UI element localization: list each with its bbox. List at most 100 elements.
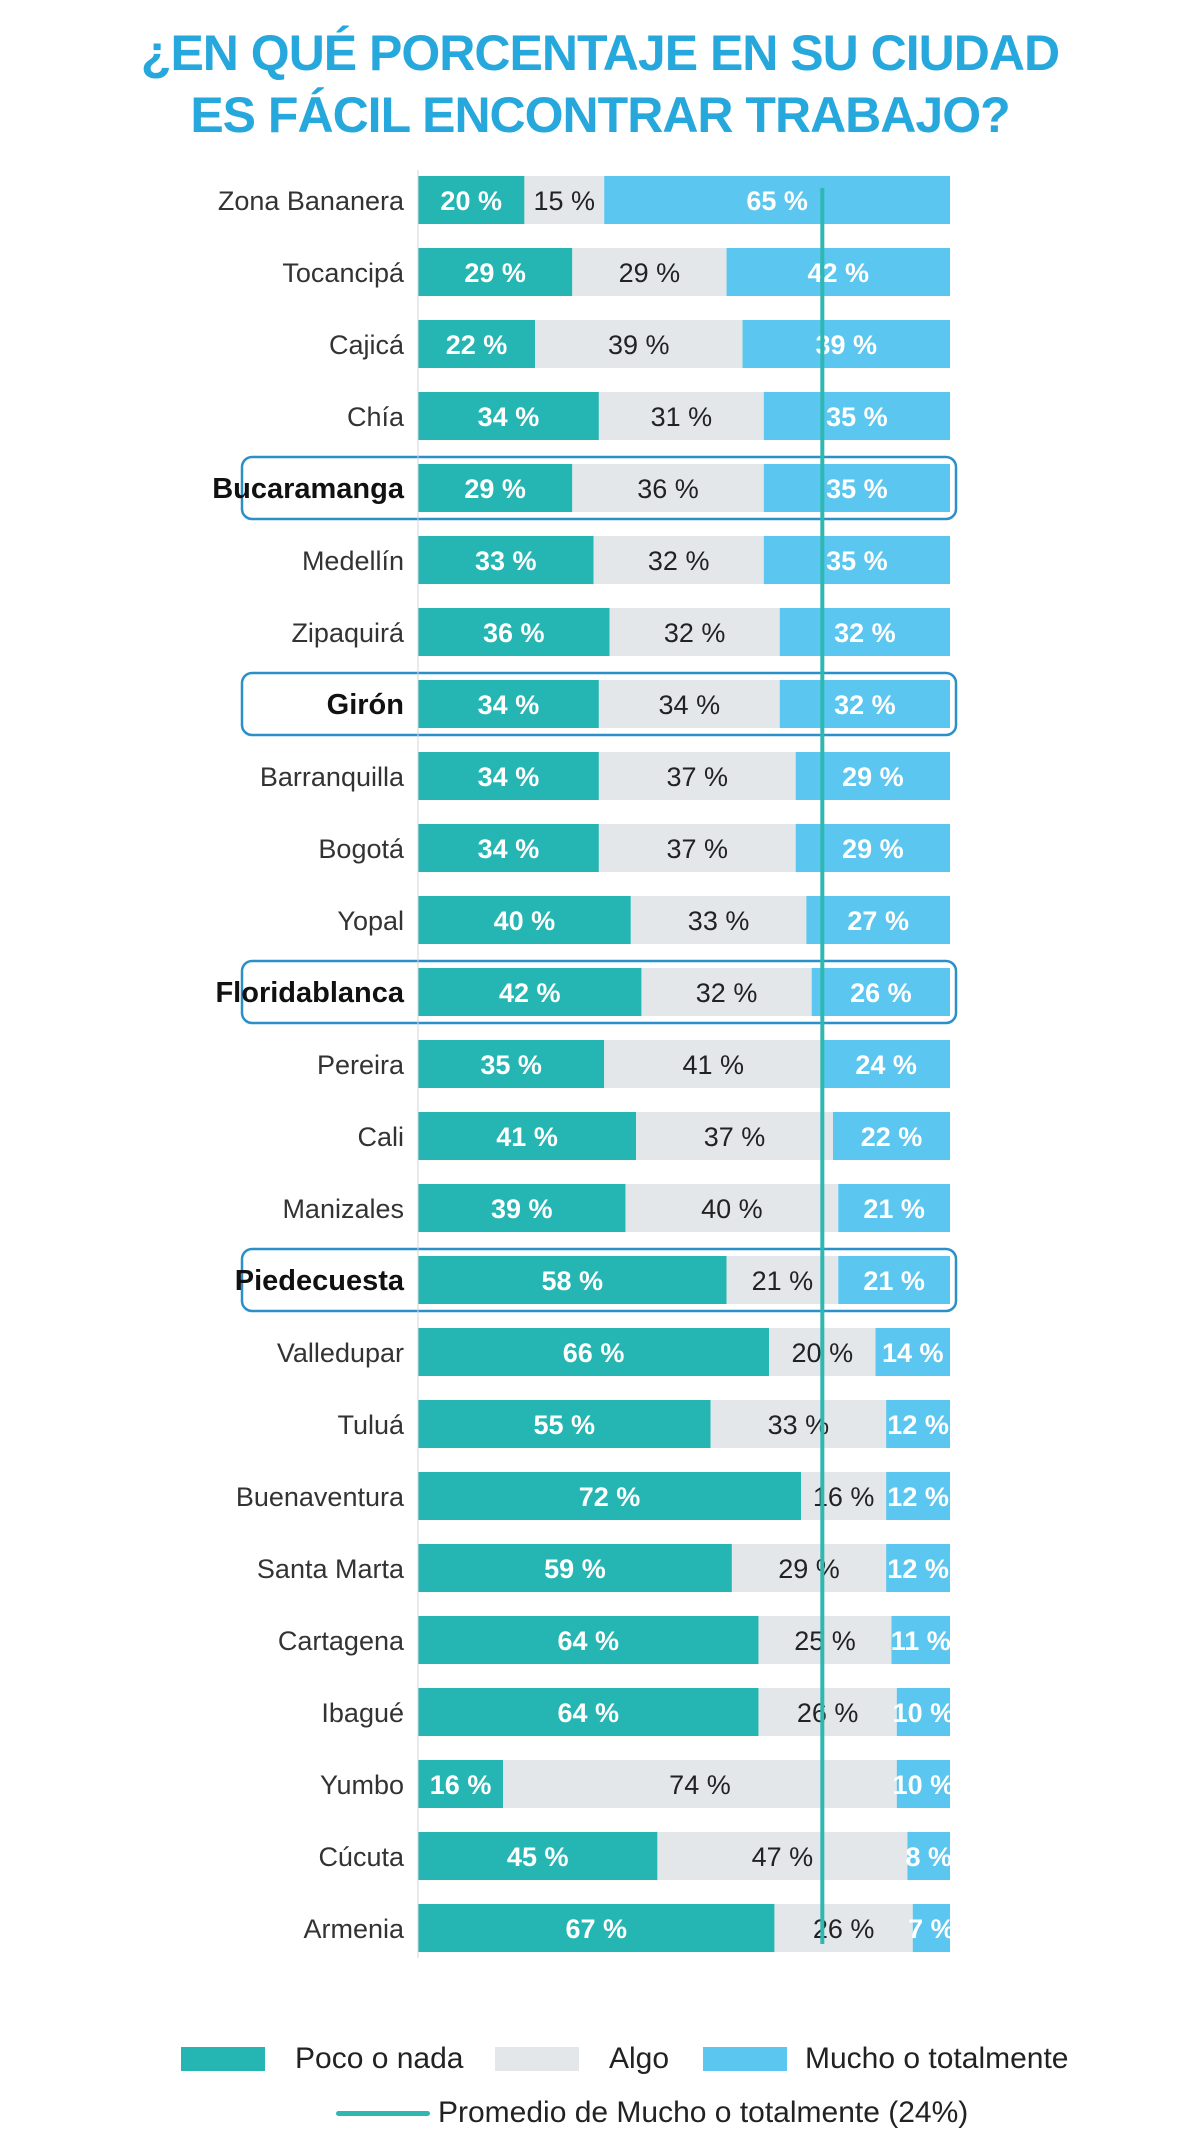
data-label-mucho-o-totalmente-yopal: 27 % [847, 906, 909, 936]
data-label-poco-o-nada-tocancipa: 29 % [464, 258, 526, 288]
bar-poco-o-nada-bogota [418, 824, 599, 872]
bar-poco-o-nada-cartagena [418, 1616, 759, 1664]
bar-poco-o-nada-manizales [418, 1184, 626, 1232]
data-label-mucho-o-totalmente-chia: 35 % [826, 402, 888, 432]
category-label-yopal: Yopal [337, 906, 404, 936]
bar-poco-o-nada-yopal [418, 896, 631, 944]
bar-algo-cajica [535, 320, 743, 368]
highlight-frame-floridablanca [240, 959, 958, 1025]
bar-poco-o-nada-buenaventura [418, 1472, 802, 1520]
bar-poco-o-nada-zona-bananera [418, 176, 525, 224]
data-label-poco-o-nada-chia: 34 % [478, 402, 540, 432]
category-label-piedecuesta: Piedecuesta [235, 1265, 405, 1297]
bar-algo-buenaventura [801, 1472, 887, 1520]
legend-label-poco: Poco o nada [295, 2042, 464, 2075]
data-label-mucho-o-totalmente-armenia: 7 % [908, 1914, 955, 1944]
bar-algo-piedecuesta [726, 1256, 839, 1304]
category-label-cajica: Cajicá [329, 330, 405, 360]
data-label-poco-o-nada-piedecuesta: 58 % [542, 1266, 604, 1296]
data-label-poco-o-nada-cali: 41 % [496, 1122, 558, 1152]
bar-poco-o-nada-chia [418, 392, 599, 440]
data-label-algo-medellin: 32 % [648, 546, 710, 576]
bar-mucho-o-totalmente-zipaquira [779, 608, 950, 656]
bar-poco-o-nada-santa-marta [418, 1544, 732, 1592]
category-label-barranquilla: Barranquilla [260, 762, 405, 792]
data-label-algo-cucuta: 47 % [752, 1842, 814, 1872]
bar-algo-yopal [630, 896, 807, 944]
category-label-yumbo: Yumbo [320, 1770, 404, 1800]
data-label-algo-cali: 37 % [704, 1122, 766, 1152]
bar-mucho-o-totalmente-tulua [886, 1400, 950, 1448]
category-label-medellin: Medellín [302, 546, 404, 576]
data-label-poco-o-nada-pereira: 35 % [480, 1050, 542, 1080]
category-label-zona-bananera: Zona Bananera [218, 186, 405, 216]
data-label-mucho-o-totalmente-tocancipa: 42 % [808, 258, 870, 288]
bar-poco-o-nada-ibague [418, 1688, 759, 1736]
bar-algo-armenia [774, 1904, 913, 1952]
legend-label-average: Promedio de Mucho o totalmente (24%) [438, 2096, 969, 2129]
data-label-poco-o-nada-yumbo: 16 % [430, 1770, 492, 1800]
category-label-buenaventura: Buenaventura [236, 1482, 405, 1512]
bar-algo-cartagena [758, 1616, 892, 1664]
bar-mucho-o-totalmente-floridablanca [811, 968, 950, 1016]
data-label-algo-floridablanca: 32 % [696, 978, 758, 1008]
category-label-cartagena: Cartagena [278, 1626, 405, 1656]
data-label-algo-zipaquira: 32 % [664, 618, 726, 648]
data-label-mucho-o-totalmente-valledupar: 14 % [882, 1338, 944, 1368]
data-label-algo-pereira: 41 % [682, 1050, 744, 1080]
data-label-poco-o-nada-giron: 34 % [478, 690, 540, 720]
bar-poco-o-nada-piedecuesta [418, 1256, 727, 1304]
legend-item-poco: Poco o nada [181, 2042, 463, 2076]
data-label-poco-o-nada-armenia: 67 % [565, 1914, 627, 1944]
category-label-floridablanca: Floridablanca [215, 977, 404, 1009]
data-label-poco-o-nada-bucaramanga: 29 % [464, 474, 526, 504]
category-label-santa-marta: Santa Marta [257, 1554, 405, 1584]
bar-algo-santa-marta [731, 1544, 887, 1592]
category-label-zipaquira: Zipaquirá [291, 618, 405, 648]
bar-mucho-o-totalmente-tocancipa [726, 248, 950, 296]
data-label-algo-cajica: 39 % [608, 330, 670, 360]
legend-item-average: Promedio de Mucho o totalmente (24%) [336, 2096, 968, 2130]
bar-mucho-o-totalmente-yopal [806, 896, 950, 944]
bar-algo-cali [636, 1112, 833, 1160]
data-label-mucho-o-totalmente-cartagena: 11 % [891, 1626, 951, 1656]
category-label-cali: Cali [357, 1122, 404, 1152]
data-label-algo-cartagena: 25 % [794, 1626, 856, 1656]
data-label-poco-o-nada-zona-bananera: 20 % [440, 186, 502, 216]
bar-algo-bogota [598, 824, 796, 872]
data-label-algo-zona-bananera: 15 % [534, 186, 596, 216]
data-label-algo-tulua: 33 % [768, 1410, 830, 1440]
bar-poco-o-nada-tulua [418, 1400, 711, 1448]
data-label-poco-o-nada-bogota: 34 % [478, 834, 540, 864]
data-label-algo-barranquilla: 37 % [667, 762, 729, 792]
bar-mucho-o-totalmente-valledupar [875, 1328, 950, 1376]
data-label-mucho-o-totalmente-giron: 32 % [834, 690, 896, 720]
bar-poco-o-nada-yumbo [418, 1760, 504, 1808]
data-label-mucho-o-totalmente-santa-marta: 12 % [887, 1554, 949, 1584]
data-label-mucho-o-totalmente-bucaramanga: 35 % [826, 474, 888, 504]
data-label-mucho-o-totalmente-floridablanca: 26 % [850, 978, 912, 1008]
data-label-poco-o-nada-zipaquira: 36 % [483, 618, 545, 648]
category-label-giron: Girón [327, 689, 404, 721]
bar-algo-bucaramanga [572, 464, 764, 512]
data-label-poco-o-nada-cartagena: 64 % [557, 1626, 619, 1656]
data-label-mucho-o-totalmente-medellin: 35 % [826, 546, 888, 576]
category-label-armenia: Armenia [303, 1914, 405, 1944]
legend-item-algo: Algo [495, 2042, 669, 2076]
data-label-algo-manizales: 40 % [701, 1194, 763, 1224]
category-label-cucuta: Cúcuta [318, 1842, 405, 1872]
bar-algo-manizales [625, 1184, 839, 1232]
category-label-tulua: Tuluá [337, 1410, 405, 1440]
bar-poco-o-nada-cajica [418, 320, 536, 368]
bar-algo-zipaquira [609, 608, 780, 656]
chart-title-line-1: ¿EN QUÉ PORCENTAJE EN SU CIUDAD [140, 25, 1060, 81]
category-label-manizales: Manizales [282, 1194, 404, 1224]
chart-title: ¿EN QUÉ PORCENTAJE EN SU CIUDAD ES FÁCIL… [0, 22, 1200, 146]
legend-label-mucho: Mucho o totalmente [805, 2042, 1069, 2075]
bar-poco-o-nada-cucuta [418, 1832, 658, 1880]
bar-mucho-o-totalmente-ibague [896, 1688, 950, 1736]
bar-mucho-o-totalmente-manizales [838, 1184, 950, 1232]
data-label-mucho-o-totalmente-barranquilla: 29 % [842, 762, 904, 792]
data-label-mucho-o-totalmente-ibague: 10 % [893, 1698, 955, 1728]
highlight-frame-bucaramanga [240, 455, 958, 521]
